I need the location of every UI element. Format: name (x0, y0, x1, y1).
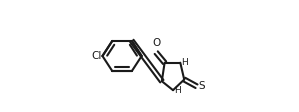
Text: H: H (174, 86, 181, 95)
Text: Cl: Cl (91, 51, 101, 61)
Text: O: O (152, 38, 160, 48)
Text: H: H (181, 58, 188, 67)
Text: S: S (198, 81, 205, 91)
